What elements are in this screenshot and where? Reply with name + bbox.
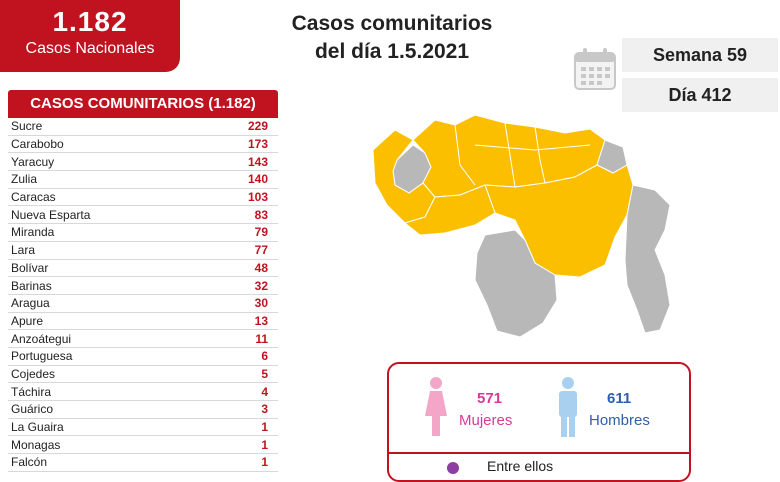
state-name: La Guaira <box>11 420 64 435</box>
table-row: Táchira 4 <box>8 383 278 401</box>
state-cases: 1 <box>261 437 268 452</box>
table-row: Sucre 229 <box>8 118 278 136</box>
state-cases: 11 <box>255 331 268 346</box>
table-row: Portuguesa 6 <box>8 348 278 366</box>
state-name: Carabobo <box>11 137 64 152</box>
state-name: Sucre <box>11 119 43 134</box>
table-row: Nueva Esparta 83 <box>8 206 278 225</box>
state-name: Aragua <box>11 296 50 311</box>
national-cases-label: Casos Nacionales <box>25 40 155 57</box>
map-region-amazonas <box>474 229 558 338</box>
table-title: CASOS COMUNITARIOS (1.182) <box>8 90 278 118</box>
state-cases: 5 <box>261 366 268 381</box>
week-badge: Semana 59 <box>622 38 778 72</box>
national-cases-number: 1.182 <box>52 6 128 37</box>
table-row: Lara 77 <box>8 242 278 260</box>
table-row: Apure 13 <box>8 313 278 331</box>
state-name: Bolívar <box>11 260 49 275</box>
state-cases: 48 <box>254 260 268 275</box>
page-title: Casos comunitarios del día 1.5.2021 <box>262 10 522 66</box>
state-name: Anzoátegui <box>11 331 72 346</box>
table-row: Aragua 30 <box>8 295 278 313</box>
state-cases: 13 <box>254 313 268 328</box>
title-line-1: Casos comunitarios <box>291 12 493 35</box>
state-cases: 4 <box>261 384 268 399</box>
state-cases: 6 <box>261 349 268 364</box>
state-name: Miranda <box>11 225 55 240</box>
map-region-west <box>372 129 436 224</box>
men-count: 611 <box>607 390 632 407</box>
state-name: Barinas <box>11 278 52 293</box>
table-row: Cojedes 5 <box>8 366 278 384</box>
state-name: Guárico <box>11 402 54 417</box>
day-badge: Día 412 <box>622 78 778 112</box>
map-region-apure <box>403 184 496 236</box>
state-name: Lara <box>11 243 36 258</box>
title-line-2: del día 1.5.2021 <box>314 40 470 63</box>
calendar-icon <box>574 48 616 90</box>
table-row: La Guaira 1 <box>8 419 278 437</box>
table-row: Yaracuy 143 <box>8 153 278 172</box>
state-cases: 1 <box>261 455 268 470</box>
table-row: Anzoátegui 11 <box>8 330 278 348</box>
state-cases: 77 <box>254 243 268 258</box>
state-cases: 3 <box>261 402 268 417</box>
state-name: Caracas <box>11 190 56 205</box>
state-name: Apure <box>11 313 44 328</box>
table-row: Bolívar 48 <box>8 260 278 278</box>
state-cases: 173 <box>247 137 268 152</box>
table-row: Barinas 32 <box>8 277 278 295</box>
map-region-bolivar <box>484 164 634 278</box>
national-cases-box: 1.182 Casos Nacionales <box>0 0 180 72</box>
state-name: Zulia <box>11 172 38 187</box>
state-cases: 1 <box>261 420 268 435</box>
man-icon <box>559 377 577 437</box>
state-cases: 30 <box>254 296 268 311</box>
cases-table: CASOS COMUNITARIOS (1.182) Sucre 229 Carab… <box>8 90 278 472</box>
table-row: Falcón 1 <box>8 454 278 472</box>
table-row: Guárico 3 <box>8 401 278 419</box>
women-label: Mujeres <box>459 412 513 429</box>
state-cases: 79 <box>254 225 268 240</box>
state-cases: 83 <box>254 207 268 222</box>
gender-breakdown-box: 571 Mujeres 611 Hombres Entre ellos <box>387 362 691 482</box>
state-cases: 140 <box>247 172 268 187</box>
state-name: Nueva Esparta <box>11 207 91 222</box>
table-row: Zulia 140 <box>8 171 278 189</box>
state-name: Cojedes <box>11 366 56 381</box>
table-row: Caracas 103 <box>8 189 278 207</box>
state-cases: 103 <box>247 190 268 205</box>
women-count: 571 <box>477 390 503 407</box>
extra-label: Entre ellos <box>487 458 554 474</box>
state-cases: 143 <box>247 154 268 169</box>
state-name: Portuguesa <box>11 349 73 364</box>
table-row: Carabobo 173 <box>8 136 278 154</box>
gender-divider <box>389 452 689 454</box>
state-name: Yaracuy <box>11 154 55 169</box>
table-row: Miranda 79 <box>8 224 278 242</box>
men-label: Hombres <box>589 412 650 429</box>
state-cases: 32 <box>254 278 268 293</box>
state-cases: 229 <box>247 119 268 134</box>
woman-icon <box>425 377 447 436</box>
bullet-icon <box>447 462 459 474</box>
state-name: Táchira <box>11 384 52 399</box>
table-body: Sucre 229 Carabobo 173 Yaracuy 143 Zulia 140 Car… <box>8 118 278 472</box>
map-region-east <box>624 184 671 334</box>
venezuela-map <box>372 114 671 338</box>
state-name: Monagas <box>11 437 61 452</box>
table-row: Monagas 1 <box>8 436 278 455</box>
state-name: Falcón <box>11 455 48 470</box>
